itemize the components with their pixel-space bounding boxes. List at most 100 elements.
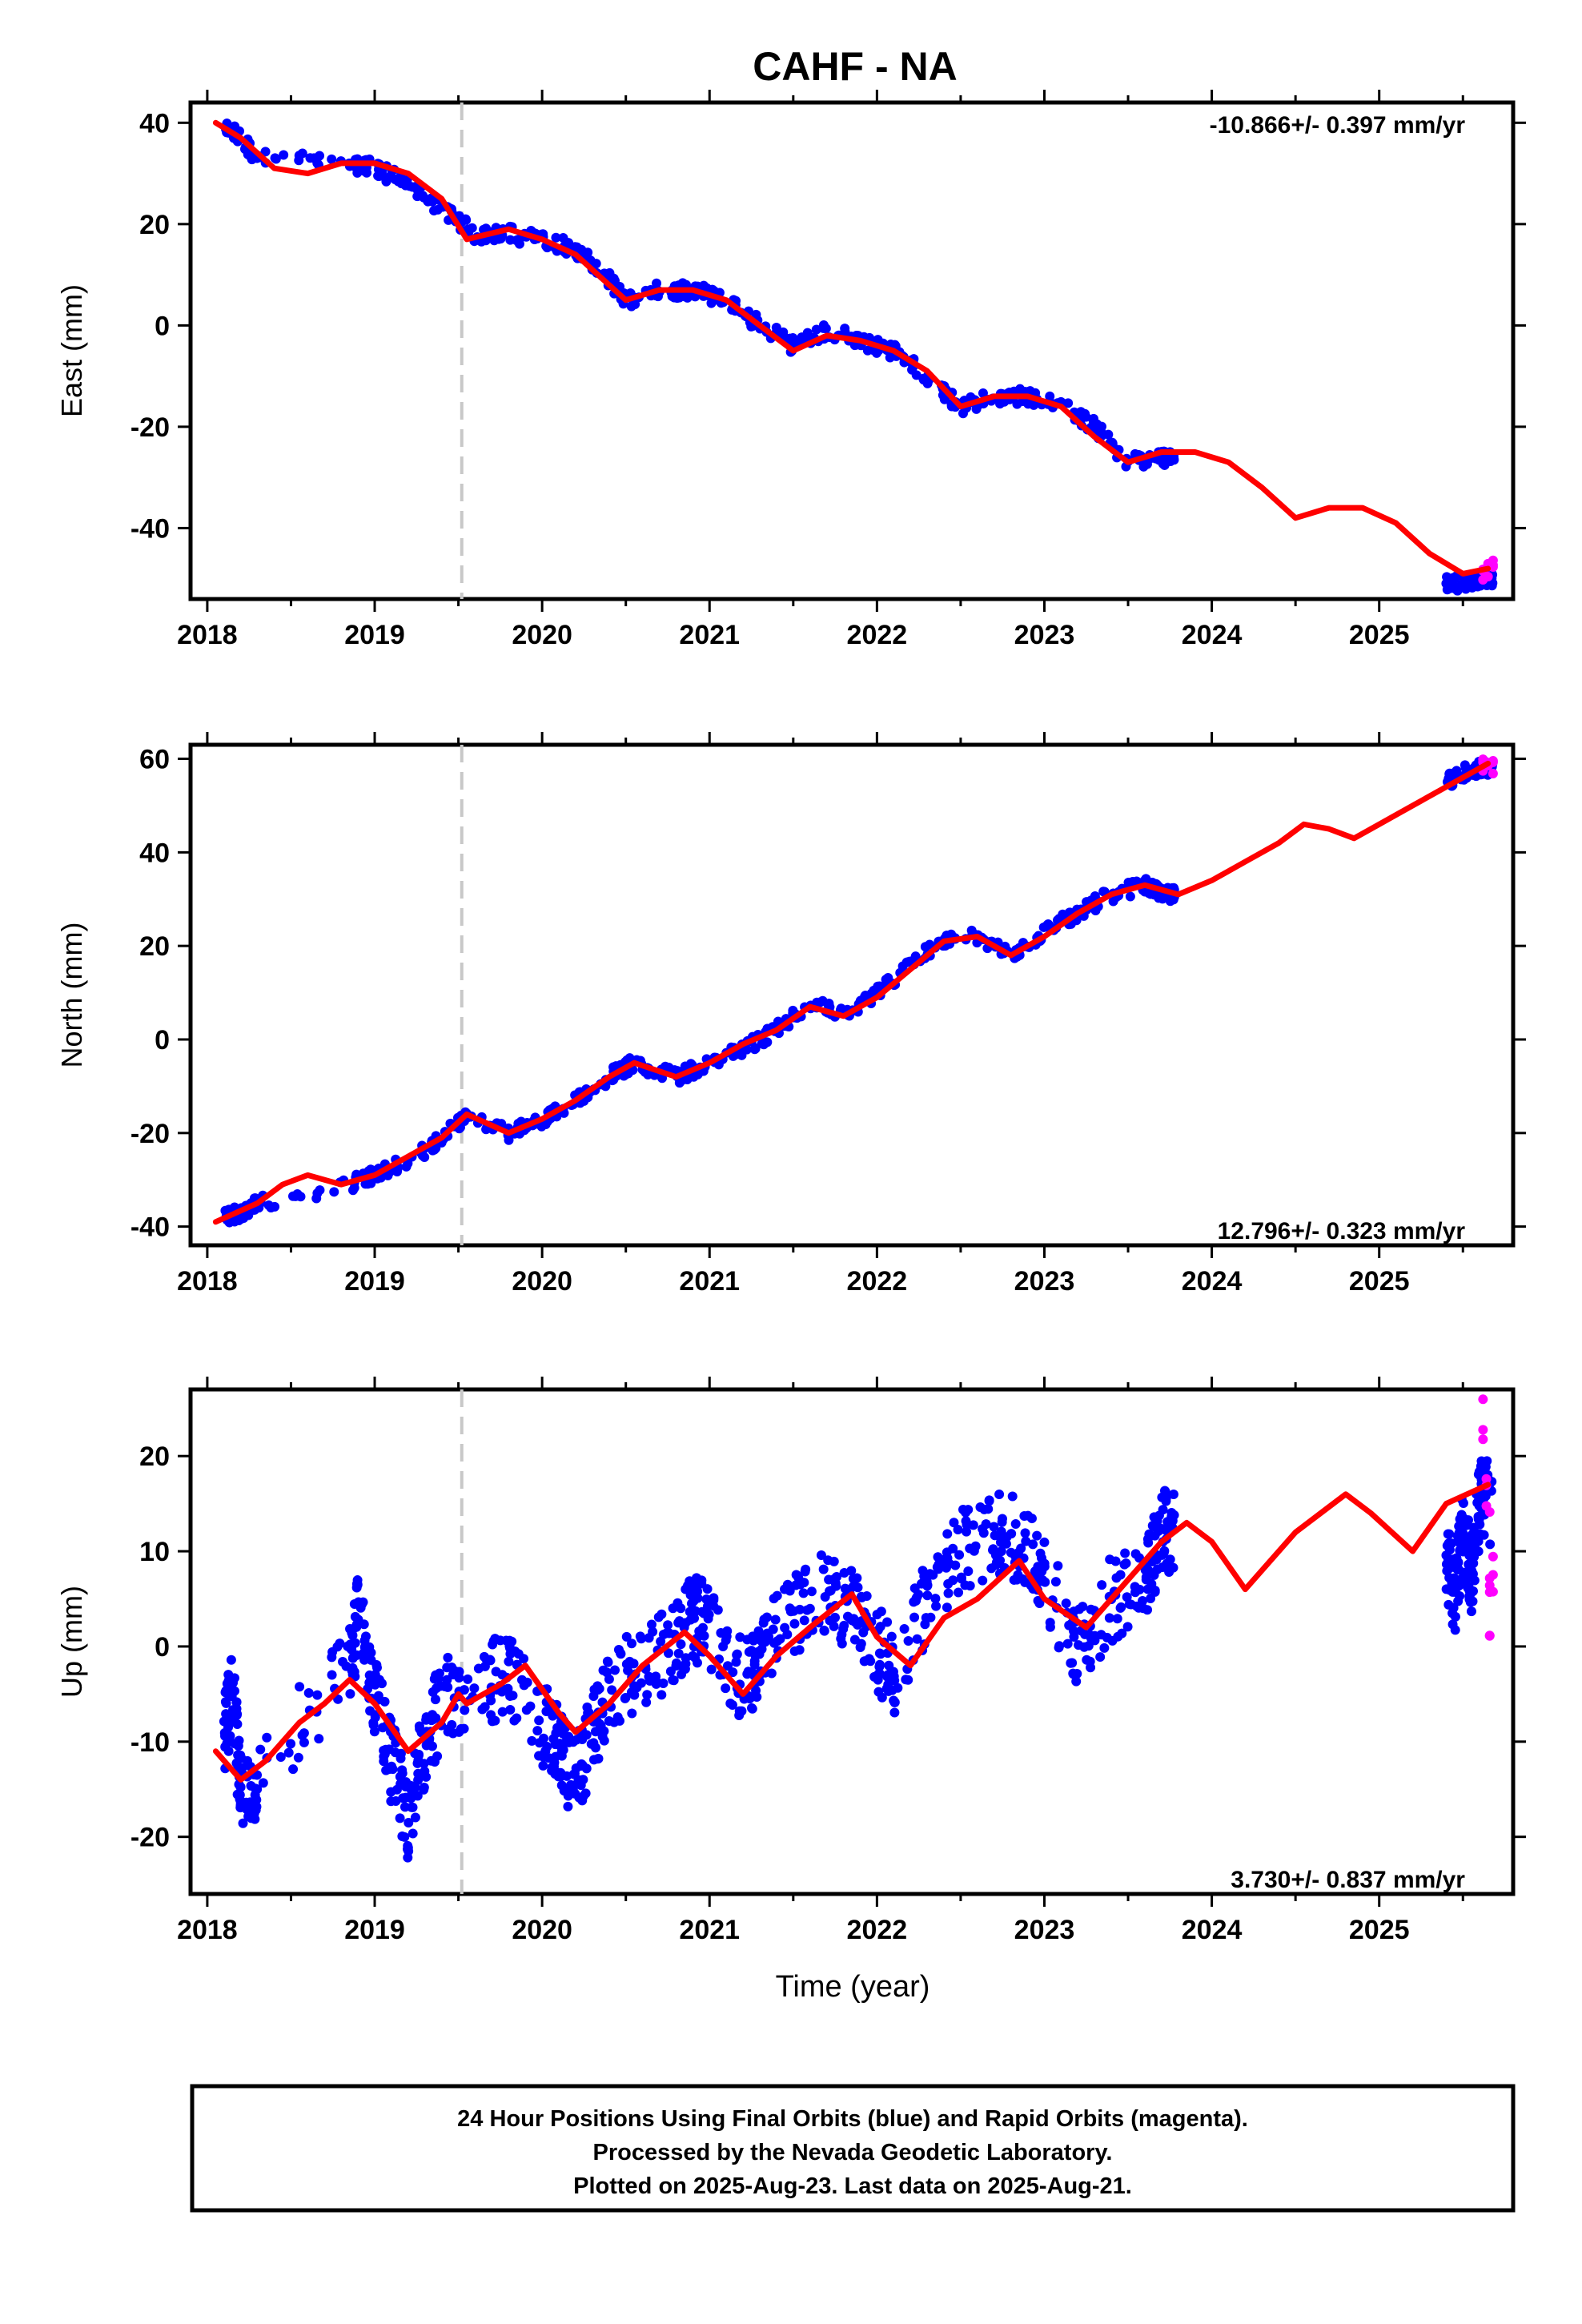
data-point bbox=[889, 1675, 900, 1686]
data-point bbox=[539, 1751, 549, 1762]
data-point bbox=[442, 1663, 452, 1673]
x-axis-label: Time (year) bbox=[776, 1970, 930, 2004]
data-point bbox=[1084, 1630, 1094, 1640]
data-point bbox=[548, 1761, 559, 1771]
data-point bbox=[1158, 459, 1168, 469]
data-point bbox=[958, 408, 968, 419]
data-point bbox=[948, 1543, 958, 1554]
data-point bbox=[965, 1543, 975, 1554]
data-point bbox=[1006, 1547, 1016, 1558]
velocity-label: 3.730+/- 0.837 mm/yr bbox=[1231, 1867, 1465, 1893]
data-point bbox=[379, 1756, 389, 1767]
data-point bbox=[941, 1562, 951, 1573]
data-point bbox=[855, 1642, 865, 1653]
data-point bbox=[925, 939, 935, 950]
data-point bbox=[604, 1674, 614, 1684]
data-point bbox=[839, 1567, 849, 1578]
data-point bbox=[1158, 1562, 1168, 1572]
data-point bbox=[978, 388, 988, 399]
x-tick-label: 2025 bbox=[1349, 620, 1410, 650]
data-point bbox=[1125, 891, 1135, 902]
data-point bbox=[750, 1650, 761, 1660]
data-point bbox=[886, 1631, 897, 1642]
data-point bbox=[791, 1570, 801, 1580]
data-point bbox=[376, 1679, 387, 1689]
caption-line-3: Plotted on 2025-Aug-23. Last data on 202… bbox=[573, 2173, 1132, 2199]
data-point bbox=[615, 1648, 625, 1659]
data-point bbox=[1078, 1602, 1088, 1612]
x-tick-label: 2020 bbox=[512, 1266, 572, 1297]
data-point bbox=[355, 1602, 366, 1613]
data-point bbox=[644, 1633, 654, 1643]
plot-frame bbox=[188, 1387, 1516, 1896]
data-point bbox=[262, 1732, 272, 1743]
data-point bbox=[723, 1661, 733, 1671]
data-point bbox=[556, 1742, 566, 1752]
data-point bbox=[610, 1665, 620, 1675]
data-point bbox=[641, 1697, 652, 1707]
data-point bbox=[954, 1550, 965, 1560]
data-point bbox=[231, 1703, 242, 1714]
caption-line-1: 24 Hour Positions Using Final Orbits (bl… bbox=[457, 2106, 1248, 2132]
data-point bbox=[1485, 1539, 1496, 1550]
data-point bbox=[408, 1802, 418, 1812]
data-point bbox=[626, 1687, 636, 1698]
data-point bbox=[459, 1723, 469, 1734]
data-point bbox=[968, 1520, 978, 1530]
data-point bbox=[829, 1621, 839, 1631]
data-point bbox=[683, 1580, 693, 1590]
data-point bbox=[434, 1668, 444, 1679]
data-point bbox=[563, 1791, 573, 1801]
data-point bbox=[220, 1742, 231, 1752]
data-point bbox=[1158, 1505, 1168, 1515]
data-point bbox=[849, 1634, 860, 1645]
y-tick-label: 40 bbox=[139, 838, 170, 868]
data-point bbox=[689, 1596, 699, 1606]
data-point bbox=[373, 1691, 383, 1701]
data-point bbox=[734, 1711, 745, 1721]
data-point bbox=[1020, 1577, 1030, 1587]
data-point bbox=[656, 1609, 667, 1619]
data-point bbox=[1115, 1570, 1126, 1580]
data-point bbox=[1050, 1577, 1061, 1587]
data-point bbox=[893, 1683, 903, 1693]
data-point bbox=[299, 1737, 309, 1747]
y-axis-label: Up (mm) bbox=[55, 1586, 88, 1698]
data-point bbox=[1120, 1548, 1130, 1558]
data-point bbox=[410, 1812, 420, 1823]
north-panel: 2018 2019 2020 2021 2022 2023 2024 2025 -40 -20 0 2… bbox=[55, 732, 1526, 1297]
data-point bbox=[508, 1691, 518, 1701]
data-point bbox=[242, 1755, 252, 1766]
data-point bbox=[663, 1620, 673, 1630]
data-point bbox=[780, 1584, 790, 1594]
data-point bbox=[393, 176, 404, 187]
data-point bbox=[930, 1594, 941, 1604]
x-tick-label: 2019 bbox=[344, 1915, 405, 1945]
data-point bbox=[706, 298, 717, 308]
data-point bbox=[899, 1623, 909, 1634]
data-point bbox=[327, 154, 337, 164]
data-point bbox=[1112, 1614, 1122, 1624]
x-tick-label: 2018 bbox=[177, 1266, 238, 1297]
data-point bbox=[275, 1752, 286, 1763]
data-point bbox=[539, 1733, 549, 1743]
plot-frame bbox=[188, 100, 1516, 601]
data-point bbox=[477, 1704, 488, 1715]
x-tick-label: 2022 bbox=[847, 1266, 908, 1297]
data-point bbox=[983, 1504, 994, 1514]
x-tick-label: 2022 bbox=[847, 1915, 908, 1945]
data-point bbox=[1468, 1558, 1479, 1569]
data-point bbox=[252, 1784, 263, 1795]
data-point bbox=[1447, 577, 1457, 587]
data-point bbox=[1479, 1530, 1489, 1540]
x-tick-label: 2022 bbox=[847, 620, 908, 650]
data-point bbox=[1484, 1630, 1495, 1641]
data-point bbox=[801, 1564, 811, 1574]
y-tick-label: -20 bbox=[130, 1823, 170, 1853]
y-tick-label: -20 bbox=[130, 1119, 170, 1149]
data-point bbox=[1168, 1490, 1178, 1500]
data-point bbox=[400, 1831, 410, 1842]
y-tick-label: 20 bbox=[139, 931, 170, 962]
data-point bbox=[934, 1559, 944, 1570]
data-point bbox=[950, 1560, 961, 1570]
